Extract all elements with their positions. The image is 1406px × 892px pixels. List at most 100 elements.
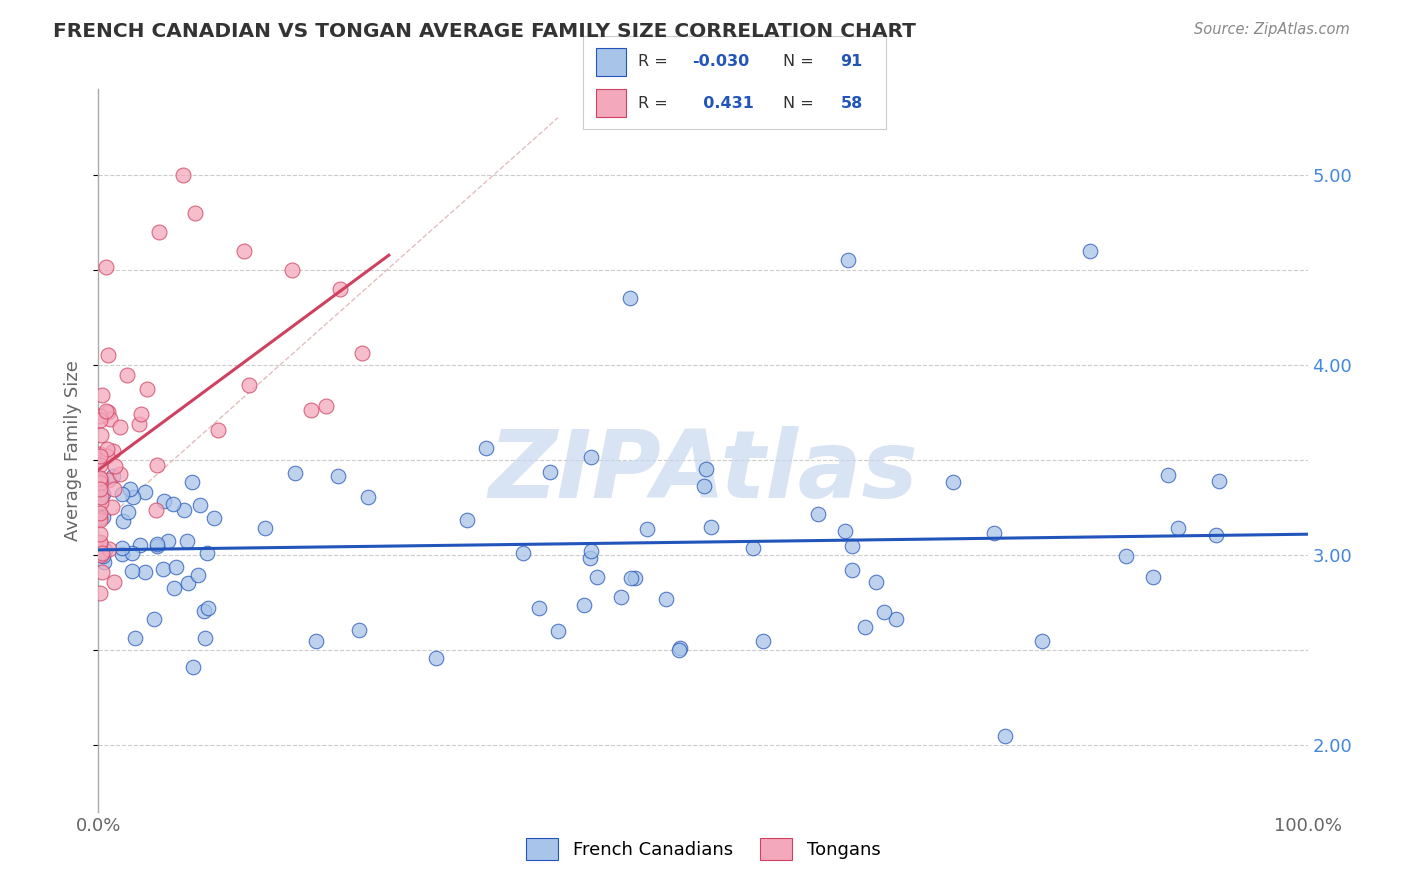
Point: [527, 601, 550, 615]
Point: [188, 498, 211, 512]
Point: [117, 505, 139, 519]
Point: [305, 633, 328, 648]
Point: [1205, 528, 1227, 542]
Point: [146, 536, 169, 550]
Point: [655, 592, 678, 607]
Point: [89, 472, 111, 486]
Point: [352, 346, 374, 360]
Point: [512, 546, 534, 560]
Point: [356, 490, 378, 504]
Point: [1208, 474, 1230, 488]
Point: [89, 409, 111, 423]
Point: [172, 168, 194, 182]
Point: [128, 417, 150, 432]
Point: [884, 612, 907, 626]
Point: [1157, 467, 1180, 482]
Text: R =: R =: [638, 54, 673, 70]
Point: [581, 450, 603, 464]
Point: [1078, 244, 1101, 258]
Point: [148, 225, 170, 239]
Point: [636, 522, 658, 536]
Point: [97, 541, 120, 556]
Point: [281, 262, 304, 277]
Point: [131, 407, 153, 421]
Point: [165, 559, 187, 574]
Point: [103, 444, 125, 458]
Point: [807, 507, 830, 521]
Point: [145, 503, 167, 517]
Point: [232, 244, 254, 258]
Point: [89, 527, 111, 541]
Point: [841, 563, 863, 577]
Point: [89, 471, 111, 485]
Point: [121, 564, 143, 578]
Point: [96, 442, 118, 456]
Point: [100, 412, 122, 426]
Point: [91, 566, 114, 580]
Point: [89, 475, 111, 490]
Point: [579, 544, 602, 558]
Point: [181, 475, 204, 489]
Point: [90, 427, 112, 442]
Point: [1031, 633, 1053, 648]
Point: [865, 575, 887, 590]
Text: 58: 58: [841, 95, 863, 111]
Point: [425, 651, 447, 665]
Point: [609, 590, 631, 604]
Point: [124, 631, 146, 645]
Point: [89, 536, 111, 550]
Point: [329, 282, 352, 296]
Point: [89, 447, 111, 461]
Point: [162, 581, 184, 595]
Point: [193, 632, 215, 646]
Point: [90, 491, 112, 505]
Point: [181, 660, 204, 674]
Point: [942, 475, 965, 489]
Point: [97, 348, 120, 362]
Point: [254, 521, 277, 535]
Point: [91, 388, 114, 402]
Point: [547, 624, 569, 639]
Point: [669, 640, 692, 655]
Point: [90, 549, 112, 563]
Point: [162, 497, 184, 511]
Point: [103, 459, 125, 474]
Point: [700, 519, 723, 533]
Point: [135, 382, 157, 396]
Text: FRENCH CANADIAN VS TONGAN AVERAGE FAMILY SIZE CORRELATION CHART: FRENCH CANADIAN VS TONGAN AVERAGE FAMILY…: [53, 22, 917, 41]
Point: [837, 253, 859, 268]
Text: N =: N =: [783, 95, 818, 111]
Point: [89, 449, 111, 463]
Point: [853, 620, 876, 634]
Point: [96, 449, 118, 463]
Point: [89, 513, 111, 527]
Point: [284, 466, 307, 480]
Point: [752, 633, 775, 648]
Point: [299, 403, 322, 417]
Point: [983, 525, 1005, 540]
Point: [143, 612, 166, 626]
Point: [193, 604, 215, 618]
Point: [89, 534, 111, 549]
Point: [89, 511, 111, 525]
Point: [585, 570, 607, 584]
Text: -0.030: -0.030: [692, 54, 749, 70]
Point: [100, 500, 122, 514]
Point: [695, 462, 717, 476]
Text: 91: 91: [841, 54, 863, 70]
Point: [134, 485, 156, 500]
Text: ZIPAtlas: ZIPAtlas: [488, 426, 918, 518]
Point: [111, 541, 134, 555]
Point: [89, 452, 111, 467]
Point: [93, 510, 115, 524]
Point: [197, 601, 219, 615]
Point: [97, 473, 120, 487]
Point: [111, 487, 134, 501]
Point: [475, 441, 498, 455]
Point: [349, 623, 371, 637]
Point: [173, 503, 195, 517]
Text: Source: ZipAtlas.com: Source: ZipAtlas.com: [1194, 22, 1350, 37]
Point: [1115, 549, 1137, 564]
Point: [108, 419, 131, 434]
Point: [187, 567, 209, 582]
